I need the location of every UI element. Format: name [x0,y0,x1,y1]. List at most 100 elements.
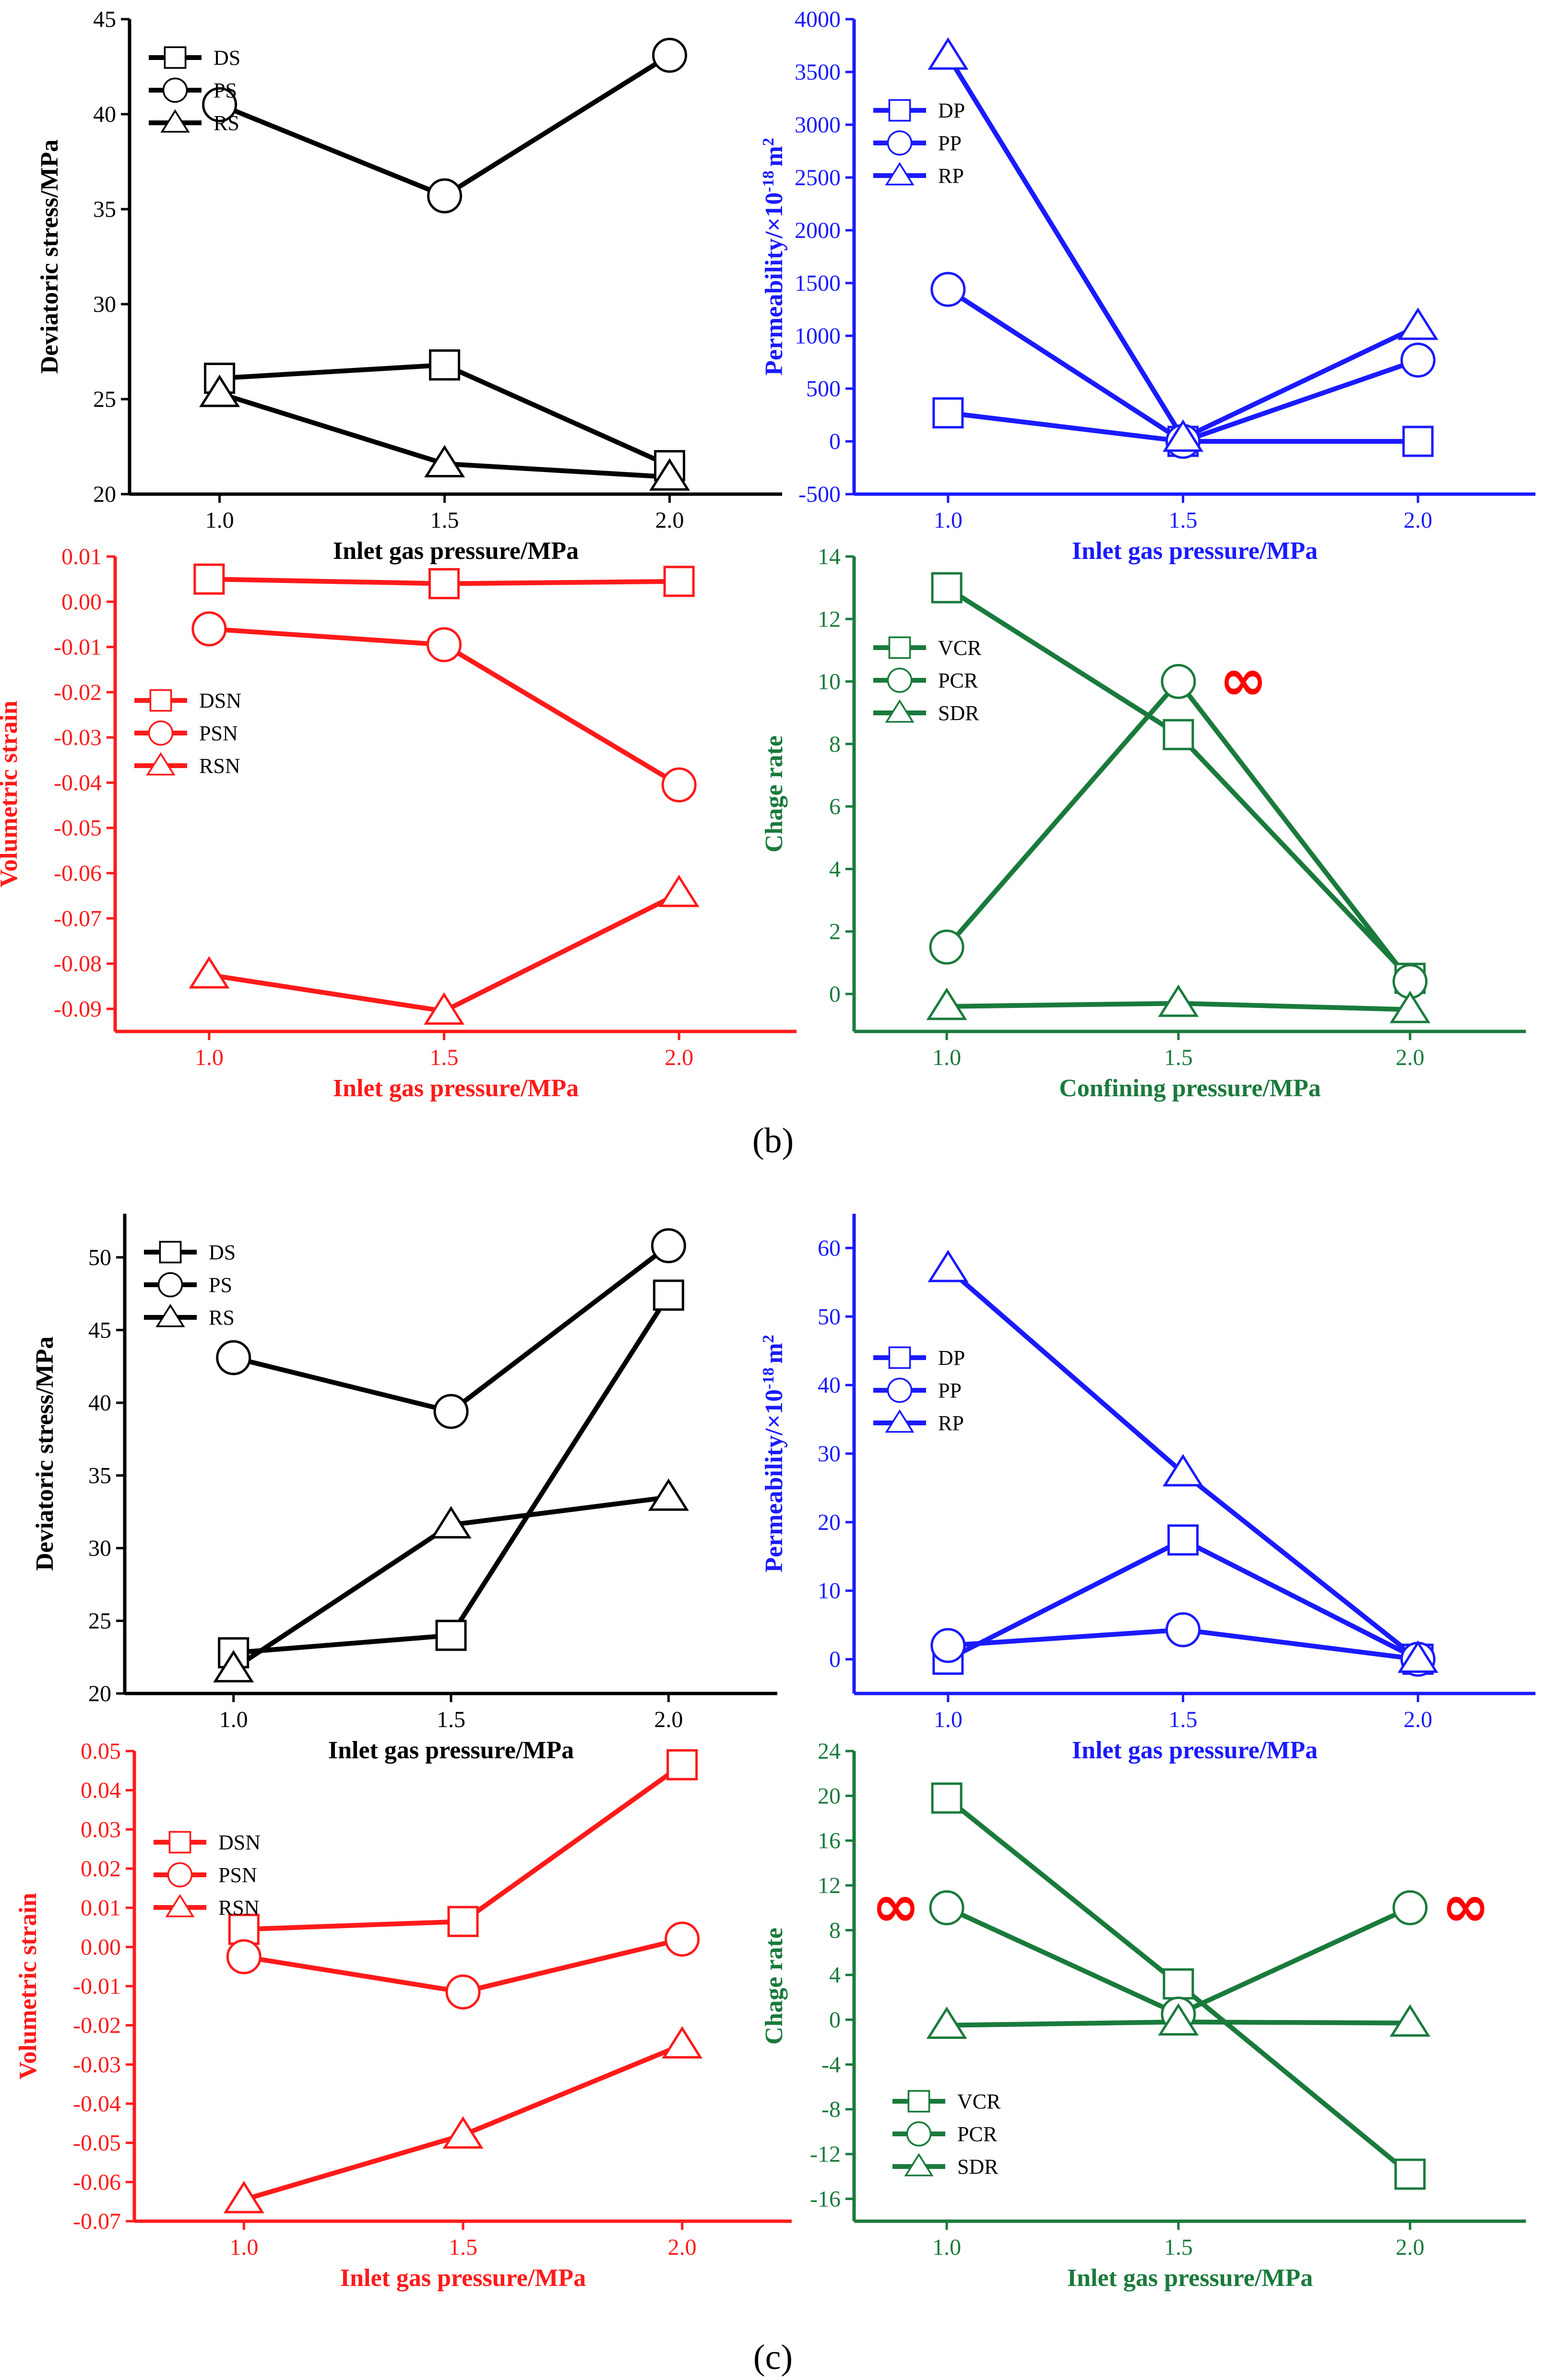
chart-b-rate: 0 2 4 6 8 10 12 14 1.0 1.5 2.0 Confining pressure/M… [761,544,1526,1102]
y-tick-label: -0.06 [54,861,102,886]
y-tick-label: 35 [93,197,116,222]
data-point-sdr [1158,2003,1199,2036]
x-tick-label: 2.0 [1403,508,1432,533]
infinity-annotation: ∞ [1441,1873,1489,1940]
y-tick-label: -0.01 [73,1974,121,1999]
data-point-vcr [931,572,963,604]
data-point-pp [1165,1612,1201,1647]
legend-marker-pcr [906,2121,932,2147]
y-tick-label: 16 [818,1828,841,1854]
x-tick-label: 1.0 [932,2235,961,2260]
y-tick-label: -4 [821,2052,841,2077]
y-tick-label: 0.01 [81,1895,121,1921]
legend-marker-rp [885,1409,915,1433]
y-axis-label: Permeability/×10-18m2 [760,138,788,376]
series-line-dsn [244,1763,684,1932]
x-axis-label: Inlet gas pressure/MPa [1072,1737,1318,1764]
x-tick-label: 1.5 [430,508,459,533]
x-axis-label: Confining pressure/MPa [1059,1075,1321,1102]
y-tick-label: 8 [829,1918,841,1943]
y-tick-label: -0.03 [73,2052,121,2077]
y-tick-label: -0.09 [54,996,102,1022]
data-point-dsn [666,1749,698,1781]
data-point-rp [1397,308,1439,340]
panel-label-c: (c) [753,2338,793,2377]
y-tick-label: 40 [818,1373,841,1398]
legend-label-ps: PS [209,1273,232,1297]
y-tick-label: 40 [93,102,116,127]
y-tick-label: 1000 [795,323,841,349]
data-point-pp [930,272,966,307]
legend-label-dsn: DSN [199,689,241,712]
y-tick-label: -0.02 [73,2013,121,2038]
y-tick-label: 60 [818,1235,841,1261]
y-tick-label: -0.05 [54,816,102,841]
x-tick-label: 2.0 [665,1045,693,1070]
data-point-ps [433,1394,469,1429]
y-axis-label: Permeability/×10-18m2 [760,1335,788,1573]
legend-marker-dp [888,99,911,122]
legend-label-sdr: SDR [938,701,979,725]
y-tick-label: 0 [829,982,841,1007]
series-line-ps [218,53,671,199]
legend-marker-pcr [887,667,913,693]
x-tick-label: 1.0 [934,508,963,533]
x-tick-label: 2.0 [668,2235,697,2260]
data-point-psn [427,627,462,663]
y-axis-label: Chage rate [761,1928,788,2045]
y-tick-label: -0.01 [54,635,102,660]
x-tick-label: 1.5 [437,1707,465,1732]
chart-c-stress: 20 25 30 35 40 45 50 1.0 1.5 2.0 Inlet gas pressur… [31,1214,777,1764]
data-point-ps [652,37,688,73]
y-tick-label: -0.06 [73,2169,121,2195]
y-tick-label: 20 [88,1681,111,1706]
legend-marker-vcr [888,636,911,659]
legend-marker-psn [148,720,174,746]
data-point-rsn [189,956,230,989]
data-point-pcr [1392,1890,1428,1926]
data-point-sdr [926,2006,967,2039]
data-point-ps [427,178,463,213]
x-axis-label: Inlet gas pressure/MPa [333,1075,579,1102]
y-tick-label: 45 [88,1317,111,1343]
series-line-vcr [945,585,1412,980]
legend-label-rs: RS [214,111,239,135]
data-point-sdr [1390,2004,1431,2037]
y-tick-label: 20 [93,482,116,507]
legend-marker-sdr [904,2153,934,2177]
y-tick-label: 0.00 [61,589,102,615]
legend-label-pcr: PCR [938,669,978,692]
legend-label-dp: DP [938,1346,965,1370]
y-tick-label: 10 [818,1578,841,1604]
data-point-pp [930,1628,966,1663]
data-point-ps [216,1340,251,1375]
y-tick-label: 0.01 [61,544,102,569]
x-tick-label: 2.0 [655,508,684,533]
data-point-sdr [1390,991,1431,1023]
legend-marker-psn [167,1862,193,1888]
legend-marker-ds [159,1241,182,1264]
y-tick-label: 2 [829,919,841,945]
y-tick-label: 0.04 [81,1778,121,1803]
y-tick-label: -0.04 [54,770,102,795]
legend-label-ps: PS [214,79,237,102]
data-point-dp [1402,426,1434,457]
data-point-dsn [193,563,225,595]
x-tick-label: 2.0 [1396,1045,1425,1070]
legend-marker-dp [888,1346,911,1369]
data-point-rsn [442,2116,484,2149]
x-axis-label: Inlet gas pressure/MPa [1072,537,1318,565]
y-tick-label: -500 [798,482,841,507]
y-tick-label: 6 [829,794,841,819]
y-tick-label: 4 [829,1963,841,1988]
y-axis-label: Deviatoric stress/MPa [36,140,63,374]
series-line-pp [947,287,1419,444]
y-tick-label: 12 [818,606,841,632]
y-tick-label: 0.00 [81,1934,121,1960]
series-line-ps [233,1243,670,1414]
data-point-rsn [424,992,464,1025]
x-tick-label: 1.0 [219,1707,248,1732]
y-axis-label: Volumetric strain [0,700,23,888]
x-tick-label: 1.5 [1169,1707,1198,1732]
